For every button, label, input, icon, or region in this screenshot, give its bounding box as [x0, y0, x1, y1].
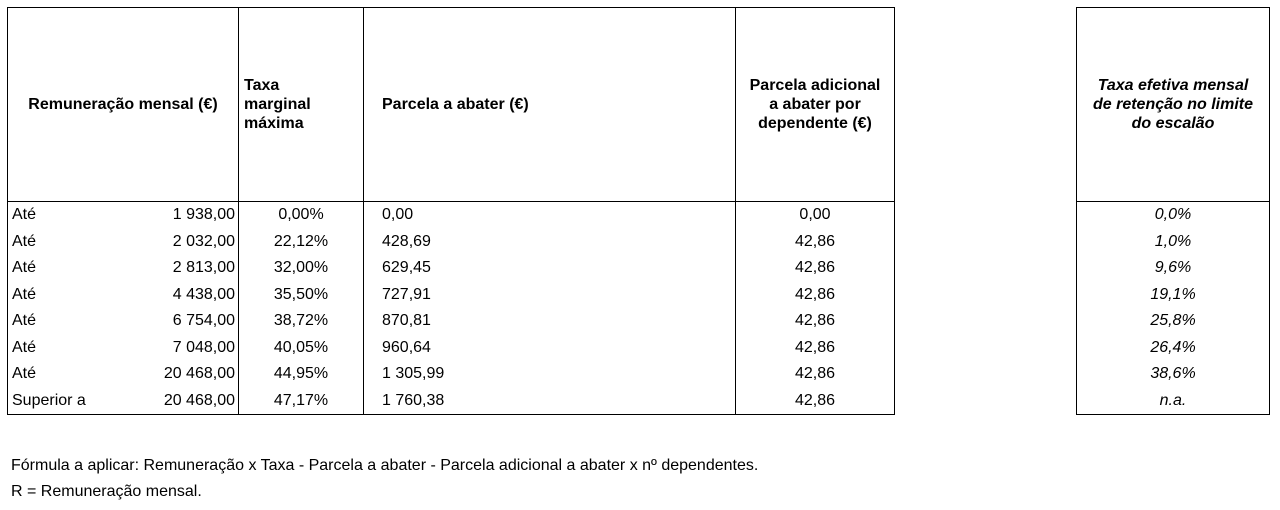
side-table-body: Taxa efetiva mensal de retenção no limit…	[1076, 7, 1270, 415]
table-row: 9,6%	[1076, 255, 1270, 282]
withholding-tax-table: Remuneração mensal (€) Taxa marginal máx…	[7, 7, 895, 415]
cell-parcela: 960,64	[363, 334, 736, 361]
cell-amount: 6 754,00	[95, 308, 239, 335]
header-parcela: Parcela a abater (€)	[363, 7, 736, 202]
header-efetiva: Taxa efetiva mensal de retenção no limit…	[1076, 7, 1270, 202]
cell-label: Até	[7, 201, 96, 229]
table-row: Até 4 438,00 35,50% 727,91 42,86	[7, 281, 895, 308]
cell-rate: 47,17%	[238, 387, 364, 415]
table-row: 0,0%	[1076, 201, 1270, 229]
cell-label: Até	[7, 255, 96, 282]
table-row: Até 2 032,00 22,12% 428,69 42,86	[7, 228, 895, 255]
cell-rate: 44,95%	[273, 365, 329, 383]
cell-rate: 32,00%	[273, 259, 329, 277]
cell-efetiva: n.a.	[1076, 387, 1270, 415]
cell-amount: 1 938,00	[95, 201, 239, 229]
effective-rate-table: Taxa efetiva mensal de retenção no limit…	[1076, 7, 1270, 415]
cell-parcela: 1 305,99	[363, 361, 736, 388]
table-row: Até 7 048,00 40,05% 960,64 42,86	[7, 334, 895, 361]
cell-parcela: 0,00	[363, 201, 736, 229]
table-row: 19,1%	[1076, 281, 1270, 308]
header-taxa: Taxa marginal máxima	[238, 7, 364, 202]
cell-adicional: 42,86	[735, 308, 895, 335]
notes: Fórmula a aplicar: Remuneração x Taxa - …	[11, 453, 758, 505]
cell-adicional: 42,86	[735, 228, 895, 255]
cell-parcela: 629,45	[363, 255, 736, 282]
cell-rate: 22,12%	[273, 232, 329, 250]
cell-amount: 20 468,00	[95, 387, 239, 415]
cell-label: Até	[7, 281, 96, 308]
cell-efetiva: 38,6%	[1076, 361, 1270, 388]
side-header-row: Taxa efetiva mensal de retenção no limit…	[1076, 7, 1270, 202]
table-row: 26,4%	[1076, 334, 1270, 361]
cell-parcela: 1 760,38	[363, 387, 736, 415]
header-remuneracao: Remuneração mensal (€)	[7, 7, 239, 202]
cell-label: Até	[7, 334, 96, 361]
table-row: 1,0%	[1076, 228, 1270, 255]
cell-amount: 7 048,00	[95, 334, 239, 361]
legend-note: R = Remuneração mensal.	[11, 483, 202, 500]
cell-label: Até	[7, 361, 96, 388]
cell-label: Até	[7, 308, 96, 335]
cell-parcela: 870,81	[363, 308, 736, 335]
table-header-row: Remuneração mensal (€) Taxa marginal máx…	[7, 7, 895, 202]
cell-rate: 40,05%	[273, 338, 329, 356]
cell-efetiva: 19,1%	[1076, 281, 1270, 308]
cell-label: Até	[7, 228, 96, 255]
table-row: 25,8%	[1076, 308, 1270, 335]
cell-parcela: 727,91	[363, 281, 736, 308]
cell-rate: 38,72%	[273, 312, 329, 330]
cell-adicional: 42,86	[735, 334, 895, 361]
table-row: Até 1 938,00 0,00% 0,00 0,00	[7, 201, 895, 229]
cell-rate: 35,50%	[273, 285, 329, 303]
cell-efetiva: 9,6%	[1076, 255, 1270, 282]
cell-efetiva: 26,4%	[1076, 334, 1270, 361]
cell-efetiva: 1,0%	[1076, 228, 1270, 255]
table-row: Até 20 468,00 44,95% 1 305,99 42,86	[7, 361, 895, 388]
cell-rate: 0,00%	[278, 206, 324, 224]
table-row: n.a.	[1076, 387, 1270, 415]
cell-label: Superior a	[7, 387, 96, 415]
cell-adicional: 42,86	[735, 387, 895, 415]
header-adicional: Parcela adicional a abater por dependent…	[735, 7, 895, 202]
cell-amount: 2 032,00	[95, 228, 239, 255]
table-row: 38,6%	[1076, 361, 1270, 388]
table-row: Até 6 754,00 38,72% 870,81 42,86	[7, 308, 895, 335]
table-row: Até 2 813,00 32,00% 629,45 42,86	[7, 255, 895, 282]
cell-amount: 2 813,00	[95, 255, 239, 282]
cell-parcela: 428,69	[363, 228, 736, 255]
cell-adicional: 0,00	[735, 201, 895, 229]
cell-amount: 20 468,00	[95, 361, 239, 388]
formula-note: Fórmula a aplicar: Remuneração x Taxa - …	[11, 457, 759, 474]
table-body: Remuneração mensal (€) Taxa marginal máx…	[7, 7, 895, 415]
cell-adicional: 42,86	[735, 361, 895, 388]
table-row: Superior a 20 468,00 47,17% 1 760,38 42,…	[7, 387, 895, 415]
cell-efetiva: 25,8%	[1076, 308, 1270, 335]
cell-amount: 4 438,00	[95, 281, 239, 308]
cell-adicional: 42,86	[735, 255, 895, 282]
cell-adicional: 42,86	[735, 281, 895, 308]
cell-efetiva: 0,0%	[1076, 201, 1270, 229]
